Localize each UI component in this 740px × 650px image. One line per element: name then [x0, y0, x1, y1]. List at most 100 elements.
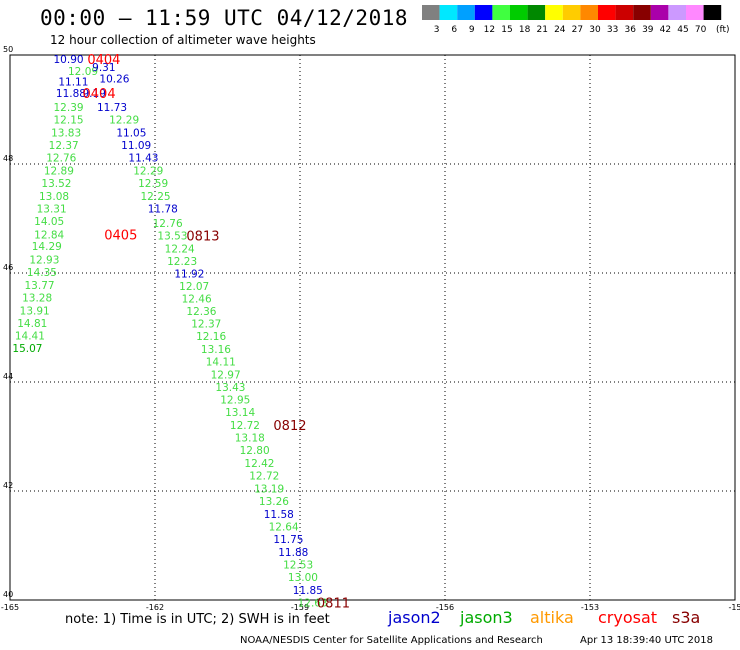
wave-height-value[interactable]: 11.11 — [58, 77, 88, 89]
colorbar-tick-label: 15 — [501, 25, 512, 35]
wave-height-value[interactable]: 14.05 — [34, 216, 64, 228]
wave-height-value[interactable]: 9.31 — [92, 62, 115, 74]
wave-height-value[interactable]: 12.24 — [165, 243, 195, 255]
colorbar-tick-label: 9 — [469, 25, 475, 35]
colorbar-swatch — [457, 5, 475, 20]
track-time-label: 0405 — [104, 228, 137, 243]
wave-height-value[interactable]: 11.58 — [264, 509, 294, 521]
wave-height-value[interactable]: 11.09 — [121, 140, 151, 152]
wave-height-value[interactable]: 12.59 — [138, 178, 168, 190]
wave-height-value[interactable]: 14.11 — [206, 356, 236, 368]
wave-height-value[interactable]: 9.19 — [83, 88, 106, 100]
legend-jason3: jason3 — [460, 608, 513, 627]
wave-height-value[interactable]: 12.72 — [249, 471, 279, 483]
wave-height-value[interactable]: 10.26 — [99, 73, 129, 85]
track-time-label: 0811 — [317, 597, 350, 612]
colorbar-swatch — [668, 5, 686, 20]
wave-height-value[interactable]: 13.14 — [225, 407, 255, 419]
wave-height-value[interactable]: 14.41 — [15, 331, 45, 343]
wave-height-value[interactable]: 12.84 — [34, 229, 64, 241]
wave-height-value[interactable]: 11.88 — [56, 88, 86, 100]
wave-height-value[interactable]: 11.75 — [273, 534, 303, 546]
colorbar-tick-label: 33 — [607, 25, 618, 35]
wave-height-value[interactable]: 13.00 — [288, 572, 318, 584]
wave-height-value[interactable]: 11.92 — [174, 269, 204, 281]
wave-height-value[interactable]: 12.42 — [244, 458, 274, 470]
colorbar-tick-label: 42 — [660, 25, 671, 35]
wave-height-value[interactable]: 15.07 — [12, 343, 42, 355]
wave-height-value[interactable]: 13.28 — [22, 293, 52, 305]
wave-height-value[interactable]: 11.73 — [97, 102, 127, 114]
wave-height-value[interactable]: 12.76 — [46, 152, 76, 164]
wave-height-value[interactable]: 12.07 — [179, 281, 209, 293]
wave-height-value[interactable]: 12.95 — [220, 394, 250, 406]
wave-height-value[interactable]: 12.16 — [196, 331, 226, 343]
wave-height-value[interactable]: 12.25 — [141, 191, 171, 203]
wave-height-value[interactable]: 13.77 — [25, 280, 55, 292]
wave-height-value[interactable]: 11.85 — [293, 585, 323, 597]
legend-altika: altika — [530, 608, 574, 627]
wave-height-value[interactable]: 11.78 — [148, 204, 178, 216]
wave-height-value[interactable]: 13.16 — [201, 344, 231, 356]
wave-height-value[interactable]: 12.80 — [240, 445, 270, 457]
wave-height-value[interactable]: 13.53 — [157, 230, 187, 242]
colorbar-tick-label: 70 — [695, 25, 707, 35]
latitude-tick-label: 50 — [3, 45, 13, 54]
wave-height-value[interactable]: 12.15 — [54, 114, 84, 126]
colorbar-swatch — [439, 5, 458, 20]
legend-s3a: s3a — [672, 608, 701, 627]
latitude-tick-label: 42 — [3, 481, 13, 490]
latitude-tick-label: 46 — [3, 263, 13, 272]
wave-height-value[interactable]: 12.53 — [283, 560, 313, 572]
track-time-label: 0813 — [186, 229, 219, 244]
wave-height-value[interactable]: 11.43 — [128, 152, 158, 164]
wave-height-value[interactable]: 12.37 — [49, 140, 79, 152]
wave-height-value[interactable]: 11.88 — [278, 547, 308, 559]
page-title: 00:00 – 11:59 UTC 04/12/2018 — [40, 6, 409, 30]
colorbar-tick-label: 36 — [624, 25, 636, 35]
credit-text: NOAA/NESDIS Center for Satellite Applica… — [240, 635, 543, 646]
wave-height-value[interactable]: 13.18 — [235, 433, 265, 445]
colorbar-tick-label: 27 — [572, 25, 583, 35]
wave-height-value[interactable]: 12.37 — [191, 319, 221, 331]
wave-height-value[interactable]: 12.93 — [29, 254, 59, 266]
wave-height-value[interactable]: 13.08 — [39, 191, 69, 203]
wave-height-value[interactable]: 12.46 — [182, 294, 212, 306]
wave-height-value[interactable]: 13.43 — [215, 382, 245, 394]
wave-height-value[interactable]: 12.36 — [186, 306, 216, 318]
colorbar-units: (ft) — [716, 25, 730, 35]
wave-height-value[interactable]: 12.23 — [167, 256, 197, 268]
wave-height-value[interactable]: 14.35 — [27, 267, 57, 279]
wave-height-value[interactable]: 12.64 — [269, 521, 299, 533]
colorbar-swatch — [633, 5, 651, 20]
wave-height-value[interactable]: 13.26 — [259, 496, 289, 508]
wave-height-value[interactable]: 13.83 — [51, 127, 81, 139]
wave-height-value[interactable]: 12.09 — [68, 66, 98, 78]
wave-height-value[interactable]: 14.29 — [32, 241, 62, 253]
wave-height-value[interactable]: 12.29 — [109, 114, 139, 126]
track-time-label: 0404 — [83, 87, 116, 102]
latitude-tick-label: 48 — [3, 154, 13, 163]
wave-height-value[interactable]: 12.72 — [230, 420, 260, 432]
wave-height-value[interactable]: 12.76 — [153, 218, 183, 230]
wave-height-value[interactable]: 12.29 — [133, 166, 163, 178]
longitude-tick-label: -15 — [728, 603, 740, 612]
track-time-label: 0812 — [273, 419, 306, 434]
wave-height-value[interactable]: 12.39 — [54, 102, 84, 114]
wave-height-value[interactable]: 13.52 — [41, 178, 71, 190]
wave-height-value[interactable]: 13.91 — [20, 306, 50, 318]
wave-height-value[interactable]: 14.81 — [17, 318, 47, 330]
wave-height-value[interactable]: 12.89 — [44, 166, 74, 178]
wave-height-value[interactable]: 12.97 — [211, 369, 241, 381]
wave-height-value[interactable]: 13.19 — [254, 483, 284, 495]
wave-height-value[interactable]: 10.90 — [54, 54, 84, 66]
wave-height-value[interactable]: 12.63 — [298, 598, 328, 610]
colorbar-tick-label: 45 — [677, 25, 688, 35]
colorbar-swatch — [650, 5, 669, 20]
legend-cryosat: cryosat — [598, 608, 658, 627]
colorbar-swatch — [686, 5, 704, 20]
colorbar-swatch — [562, 5, 581, 20]
wave-height-value[interactable]: 13.31 — [37, 204, 67, 216]
wave-height-value[interactable]: 11.05 — [116, 127, 146, 139]
